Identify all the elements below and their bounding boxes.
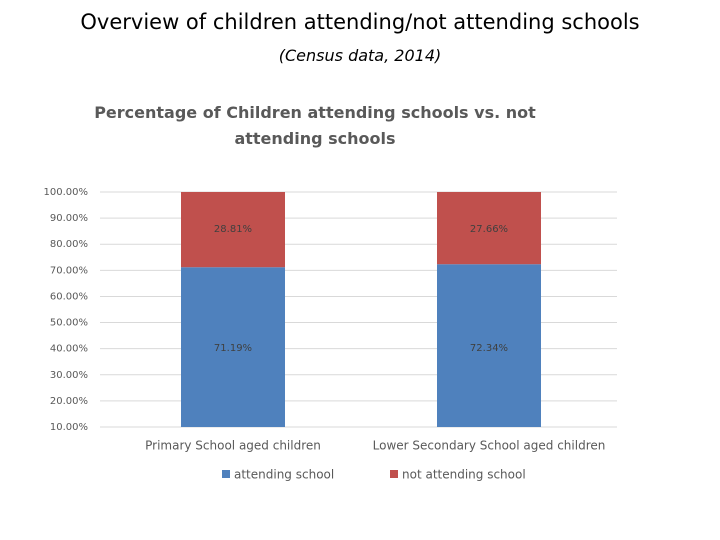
x-tick-label: Primary School aged children [145, 439, 321, 453]
y-tick-label: 100.00% [44, 187, 89, 198]
y-tick-label: 60.00% [50, 291, 88, 302]
y-tick-label: 40.00% [50, 344, 88, 355]
legend-label: attending school [234, 468, 334, 482]
slide-subtitle: (Census data, 2014) [278, 46, 442, 65]
value-label: 27.66% [470, 224, 508, 235]
slide-title: Overview of children attending/not atten… [80, 10, 640, 34]
legend-swatch [390, 470, 398, 478]
y-tick-label: 20.00% [50, 396, 88, 407]
value-label: 72.34% [470, 343, 508, 354]
bar-segment [437, 192, 541, 265]
x-tick-label: Lower Secondary School aged children [373, 439, 606, 453]
chart-title: Percentage of Children attending schools… [94, 103, 536, 148]
y-tick-label: 80.00% [50, 239, 88, 250]
bar-segment [437, 264, 541, 427]
value-label: 28.81% [214, 224, 252, 235]
bar-segment [181, 267, 285, 427]
value-label: 71.19% [214, 343, 252, 354]
y-tick-label: 70.00% [50, 265, 88, 276]
y-tick-label: 90.00% [50, 213, 88, 224]
legend-swatch [222, 470, 230, 478]
bar-segment [181, 192, 285, 268]
y-tick-label: 30.00% [50, 370, 88, 381]
y-tick-label: 50.00% [50, 318, 88, 329]
y-tick-label: 10.00% [50, 422, 88, 433]
legend-label: not attending school [402, 468, 526, 482]
